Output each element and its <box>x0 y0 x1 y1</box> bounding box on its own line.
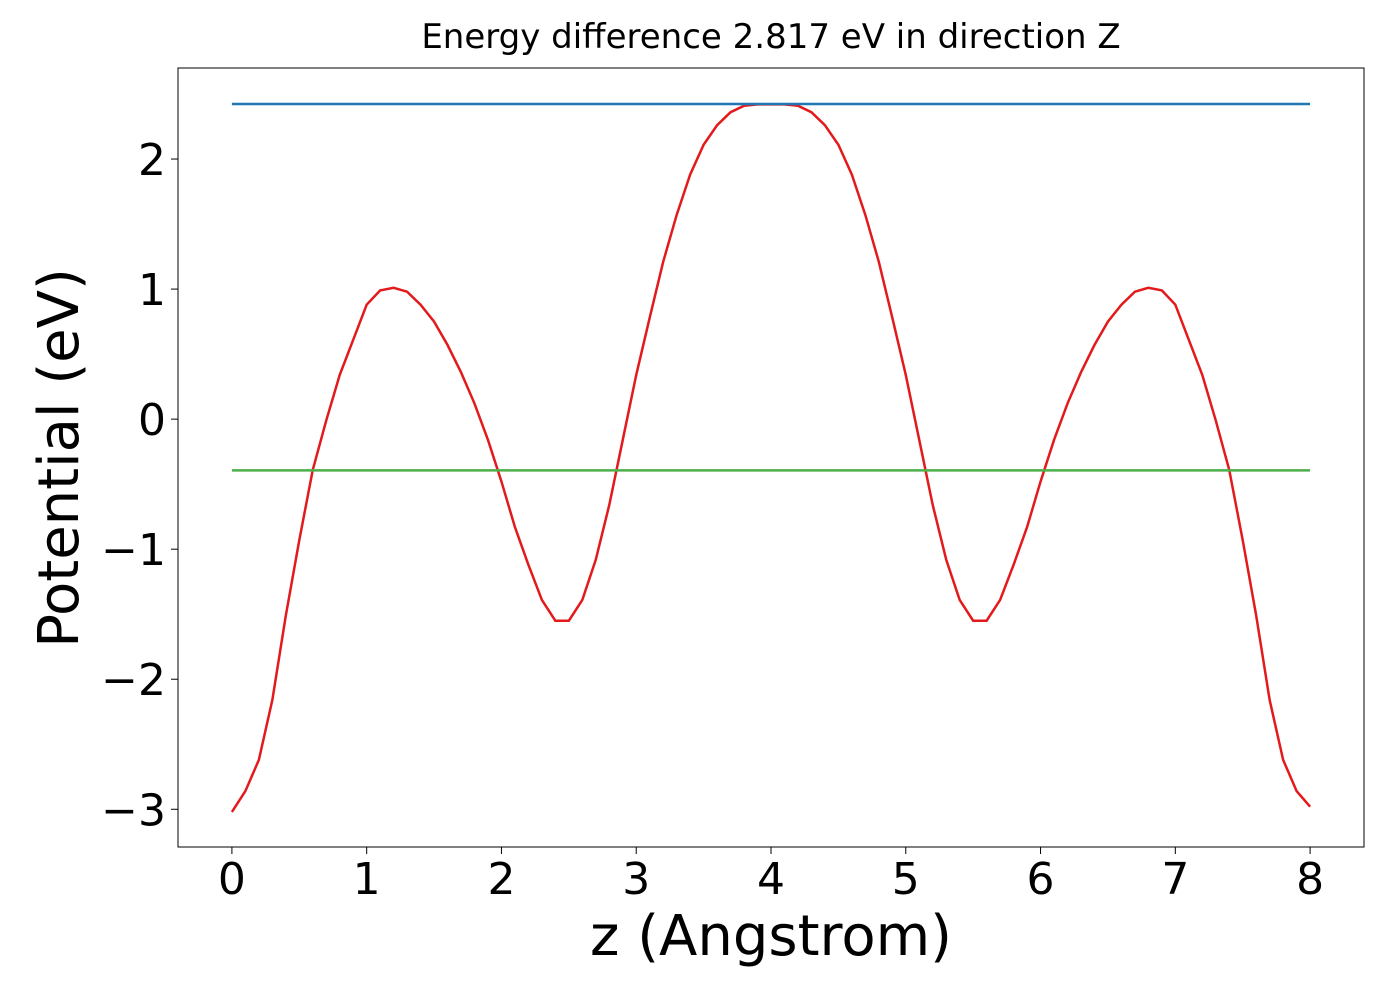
x-tick-label: 3 <box>622 854 650 905</box>
y-tick-label: −2 <box>101 655 166 706</box>
x-tick-label: 6 <box>1027 854 1055 905</box>
x-tick-label: 0 <box>218 854 246 905</box>
y-tick-label: 1 <box>138 265 166 316</box>
y-tick-label: −1 <box>101 525 166 576</box>
chart-title: Energy difference 2.817 eV in direction … <box>421 17 1120 57</box>
x-tick-label: 2 <box>487 854 515 905</box>
x-tick-label: 7 <box>1161 854 1189 905</box>
y-axis-label: Potential (eV) <box>27 268 92 648</box>
y-tick-label: −3 <box>101 785 166 836</box>
y-tick-label: 0 <box>138 395 166 446</box>
x-tick-label: 1 <box>353 854 381 905</box>
x-tick-label: 4 <box>757 854 785 905</box>
y-tick-label: 2 <box>138 135 166 186</box>
plot-frame <box>177 67 1365 848</box>
x-tick-label: 8 <box>1296 854 1324 905</box>
data-line <box>230 103 1312 813</box>
x-axis-label: z (Angstrom) <box>590 904 952 969</box>
x-tick-label: 5 <box>892 854 920 905</box>
